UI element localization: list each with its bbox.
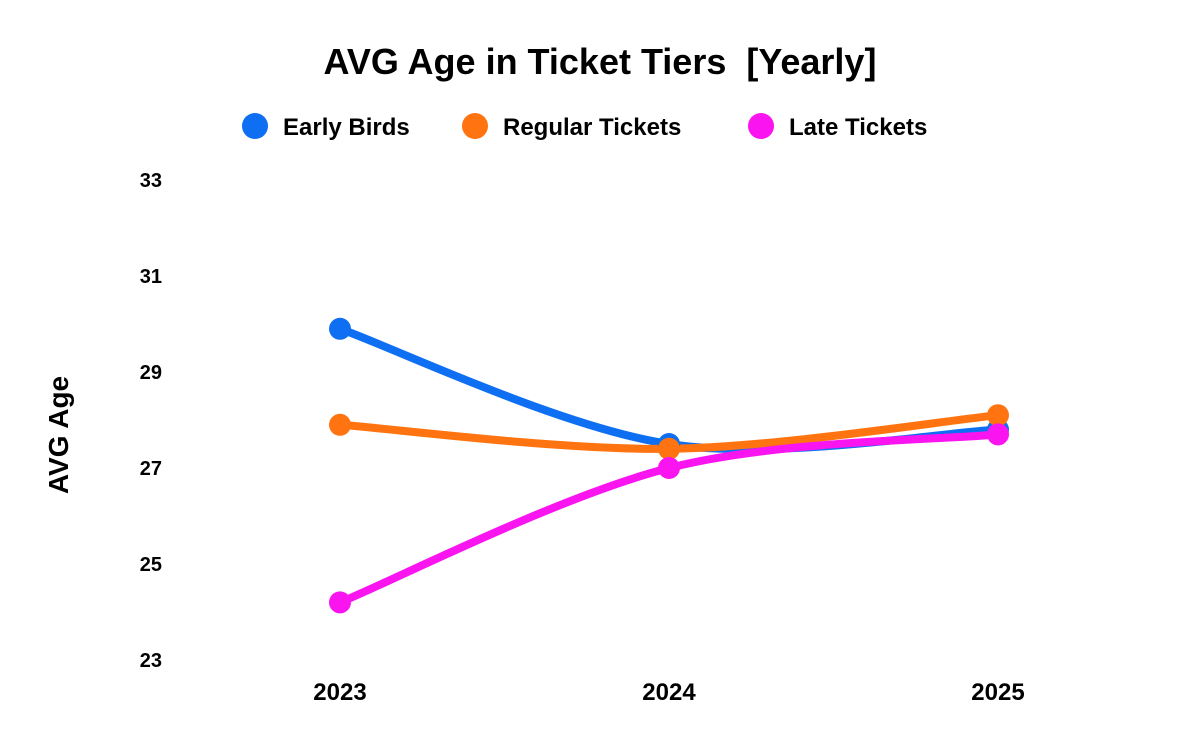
- chart-title: AVG Age in Ticket Tiers [Yearly]: [324, 41, 877, 82]
- x-tick-label: 2024: [642, 679, 696, 706]
- legend-marker: [748, 113, 774, 139]
- y-tick-label: 23: [140, 650, 162, 672]
- data-point-regular-tickets-2025: [987, 404, 1009, 427]
- legend-marker: [462, 113, 488, 139]
- y-axis: 23 25 27 29 31 33: [140, 170, 162, 672]
- data-point-late-tickets-2023: [329, 591, 351, 614]
- data-point-late-tickets-2025: [987, 423, 1009, 446]
- data-point-regular-tickets-2024: [658, 437, 680, 460]
- y-tick-label: 33: [140, 170, 162, 192]
- legend-label: Early Birds: [283, 114, 410, 141]
- legend-item-regular-tickets: Regular Tickets: [462, 113, 681, 141]
- data-point-late-tickets-2024: [658, 457, 680, 479]
- legend-label: Late Tickets: [789, 114, 927, 141]
- x-tick-label: 2023: [313, 679, 366, 706]
- legend-item-late-tickets: Late Tickets: [748, 113, 927, 141]
- x-axis: 2023 2024 2025: [313, 679, 1024, 706]
- series-points: [329, 317, 1009, 614]
- y-tick-label: 25: [140, 554, 162, 576]
- y-tick-label: 27: [140, 458, 162, 480]
- legend-marker: [242, 113, 268, 139]
- data-point-early-birds-2023: [329, 317, 351, 340]
- legend-item-early-birds: Early Birds: [242, 113, 410, 141]
- y-tick-label: 29: [140, 362, 162, 384]
- x-tick-label: 2025: [971, 679, 1024, 706]
- y-tick-label: 31: [140, 266, 162, 288]
- y-axis-label: AVG Age: [43, 376, 74, 494]
- legend: Early Birds Regular Tickets Late Tickets: [242, 113, 927, 141]
- data-point-regular-tickets-2023: [329, 413, 351, 436]
- legend-label: Regular Tickets: [503, 114, 681, 141]
